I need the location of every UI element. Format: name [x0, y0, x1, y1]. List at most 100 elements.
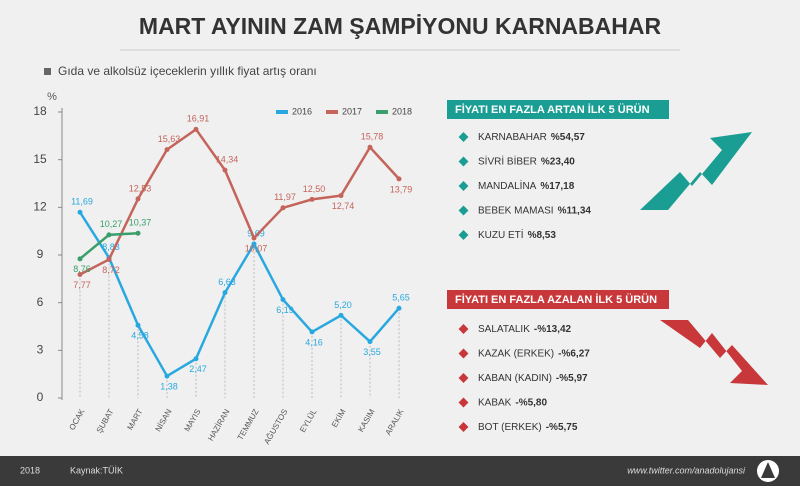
subtitle-marker	[44, 68, 51, 75]
data-label: 15,63	[158, 134, 181, 144]
item-value: %8,53	[528, 230, 557, 241]
y-tick-label: 3	[37, 343, 44, 357]
data-label: 5,20	[334, 300, 352, 310]
item: SİVRİ BİBER %23,40	[478, 154, 575, 167]
legend-label: 2018	[392, 106, 412, 116]
data-label: 4,16	[305, 337, 323, 347]
bullet	[458, 156, 469, 167]
item: BOT (ERKEK) -%5,75	[478, 422, 578, 433]
item-name: KAZAK (ERKEK)	[478, 348, 554, 359]
item: KABAN (KADIN) -%5,97	[478, 373, 588, 384]
legend-label: 2017	[342, 106, 362, 116]
logo-shape	[761, 462, 775, 478]
item: SALATALIK -%13,42	[478, 324, 572, 335]
data-label: 11,69	[71, 197, 93, 207]
data-label: 8,83	[102, 242, 120, 252]
point	[338, 312, 344, 318]
footer-source: Kaynak:TÜİK	[70, 465, 123, 475]
y-tick-label: 0	[37, 390, 44, 404]
y-tick-label: 9	[37, 247, 44, 261]
footer-year: 2018	[20, 465, 40, 475]
point	[164, 373, 170, 379]
data-label: 9,69	[247, 228, 265, 238]
item-value: %17,18	[540, 181, 574, 192]
legend-swatch	[326, 110, 338, 114]
item-name: KARNABAHAR	[478, 132, 547, 143]
data-label: 10,07	[245, 243, 268, 253]
point	[280, 205, 286, 211]
item: BEBEK MAMASI %11,34	[478, 205, 591, 216]
item-value: -%5,75	[546, 422, 578, 433]
point	[135, 196, 141, 202]
panel-title: FİYATI EN FAZLA ARTAN İLK 5 ÜRÜN	[455, 103, 650, 116]
series-line	[79, 127, 400, 276]
data-label: 6,19	[276, 305, 294, 315]
item: KUZU ETİ %8,53	[478, 228, 556, 241]
data-label: 13,79	[390, 184, 413, 194]
item-value: %54,57	[551, 132, 585, 143]
bullet	[458, 181, 469, 191]
item-value: -%5,97	[556, 373, 588, 384]
point	[222, 290, 228, 296]
item-value: %11,34	[558, 205, 592, 216]
point	[280, 297, 286, 303]
panel-header	[447, 100, 669, 119]
point	[106, 232, 112, 238]
legend-label: 2016	[292, 106, 312, 116]
data-label: 2,47	[189, 364, 207, 374]
point	[77, 209, 83, 215]
point	[222, 167, 228, 173]
point	[251, 235, 257, 241]
bullet	[458, 373, 469, 383]
item-name: BEBEK MAMASI	[478, 205, 554, 216]
bullet	[458, 205, 469, 216]
point	[338, 193, 344, 199]
data-label: 4,58	[131, 331, 149, 341]
subtitle: Gıda ve alkolsüz içeceklerin yıllık fiya…	[58, 64, 317, 78]
panel-header	[447, 290, 669, 309]
legend-swatch	[376, 110, 388, 114]
data-label: 15,78	[361, 132, 384, 142]
data-label: 10,37	[129, 218, 152, 228]
y-tick-label: 18	[33, 104, 47, 118]
item-value: -%5,80	[515, 397, 547, 408]
item-value: -%13,42	[534, 324, 572, 335]
item: KAZAK (ERKEK) -%6,27	[478, 348, 590, 359]
point	[396, 176, 402, 182]
bullet	[458, 422, 469, 432]
item-name: MANDALİNA	[478, 179, 537, 192]
point	[396, 305, 402, 311]
item-name: KUZU ETİ	[478, 228, 524, 241]
point	[193, 356, 199, 362]
data-label: 6,63	[218, 277, 236, 287]
footer-bar	[0, 456, 800, 486]
item: KABAK -%5,80	[478, 397, 547, 408]
data-label: 5,65	[392, 293, 410, 303]
y-tick-label: 12	[33, 200, 47, 214]
item-name: BOT (ERKEK)	[478, 422, 542, 433]
item-value: %23,40	[541, 156, 575, 167]
title: MART AYININ ZAM ŞAMPİYONU KARNABAHAR	[139, 13, 662, 39]
down-arrow	[660, 320, 768, 385]
point	[77, 256, 83, 262]
y-tick-label: 15	[33, 152, 47, 166]
data-label: 8,72	[102, 265, 120, 275]
data-label: 3,55	[363, 347, 381, 357]
data-label: 8,76	[73, 264, 91, 274]
data-label: 12,50	[303, 184, 326, 194]
y-axis-label: %	[47, 91, 57, 103]
point	[135, 230, 141, 236]
item-name: KABAN (KADIN)	[478, 373, 552, 384]
point	[367, 339, 373, 345]
data-label: 1,38	[160, 381, 178, 391]
series-line	[78, 211, 400, 378]
data-label: 12,53	[129, 183, 152, 193]
data-label: 12,74	[332, 201, 355, 211]
point	[77, 272, 83, 278]
point	[309, 329, 315, 335]
panel-title: FİYATI EN FAZLA AZALAN İLK 5 ÜRÜN	[455, 293, 657, 306]
bullet	[458, 132, 469, 142]
item-name: KABAK	[478, 397, 512, 408]
point	[106, 256, 112, 262]
